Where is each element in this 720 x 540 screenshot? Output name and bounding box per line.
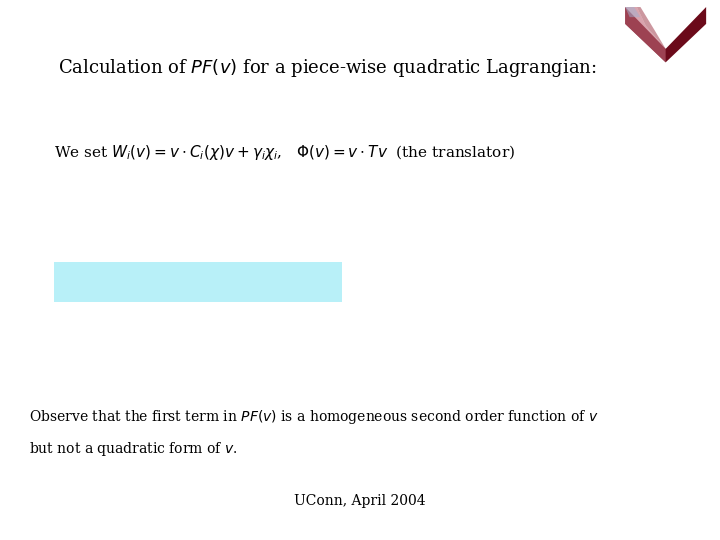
Text: UConn, April 2004: UConn, April 2004	[294, 494, 426, 508]
Polygon shape	[625, 7, 641, 17]
Polygon shape	[625, 7, 706, 62]
FancyBboxPatch shape	[54, 262, 342, 302]
Polygon shape	[637, 7, 665, 49]
Text: Observe that the first term in $PF(v)$ is a homogeneous second order function of: Observe that the first term in $PF(v)$ i…	[29, 408, 598, 426]
Text: Calculation of $PF(v)$ for a piece-wise quadratic Lagrangian:: Calculation of $PF(v)$ for a piece-wise …	[58, 57, 596, 79]
Polygon shape	[625, 7, 665, 62]
Text: but not a quadratic form of $v$.: but not a quadratic form of $v$.	[29, 440, 238, 458]
Text: We set $W_i(v) = v \cdot C_i(\chi)v + \gamma_i \chi_i$,   $\Phi(v) = v \cdot Tv$: We set $W_i(v) = v \cdot C_i(\chi)v + \g…	[54, 143, 515, 162]
